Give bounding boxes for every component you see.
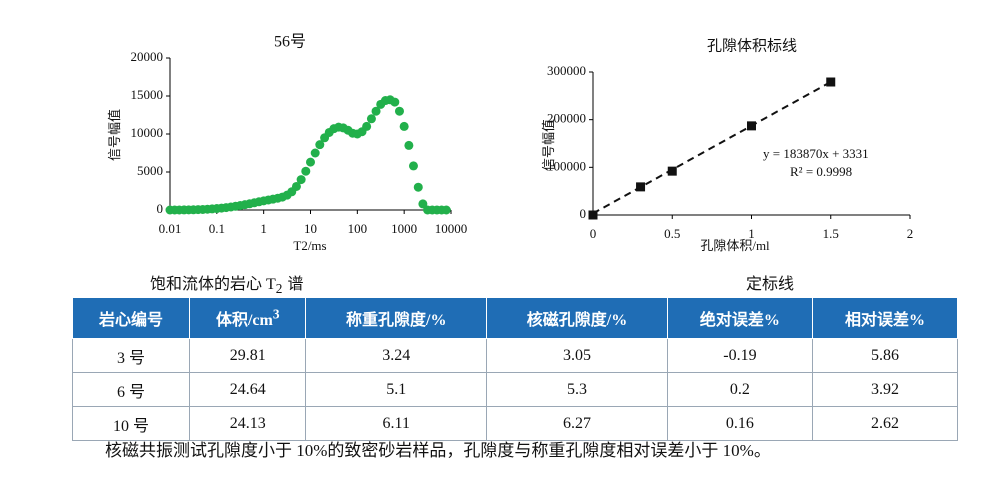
table-cell: 2.62 bbox=[811, 406, 959, 441]
caption: 饱和流体的岩心 T2 谱 bbox=[150, 270, 303, 297]
table-cell: 5.1 bbox=[305, 372, 488, 407]
table-cell: 29.81 bbox=[189, 338, 307, 373]
table-cell: 6.11 bbox=[305, 406, 488, 441]
header-cell: 岩心编号 bbox=[71, 297, 191, 339]
marker bbox=[667, 166, 677, 176]
marker bbox=[408, 161, 418, 171]
x-label: T2/ms bbox=[293, 238, 326, 253]
y-tick-label: 10000 bbox=[131, 125, 164, 140]
table-cell: 0.16 bbox=[666, 406, 813, 441]
x-tick-label: 0.01 bbox=[159, 221, 182, 236]
x-tick-label: 0 bbox=[590, 226, 597, 241]
marker bbox=[394, 106, 404, 116]
header-cell: 体积/cm3 bbox=[189, 297, 307, 339]
marker bbox=[296, 175, 306, 185]
table-cell: 6.27 bbox=[486, 406, 668, 441]
trend-equation: y = 183870x + 3331 bbox=[763, 146, 869, 161]
header-cell: 相对误差% bbox=[811, 297, 959, 339]
table-cell: 3 号 bbox=[71, 338, 191, 373]
x-tick-label: 1 bbox=[748, 226, 755, 241]
header-cell: 核磁孔隙度/% bbox=[486, 297, 668, 339]
table-row: 3 号 29.81 3.24 3.05 -0.19 5.86 bbox=[71, 338, 959, 373]
footer-text: 核磁共振测试孔隙度小于 10%的致密砂岩样品，孔隙度与称重孔隙度相对误差小于 1… bbox=[105, 441, 771, 460]
marker bbox=[413, 182, 423, 192]
marker bbox=[636, 182, 646, 192]
x-tick-label: 0.5 bbox=[664, 226, 680, 241]
header-row: 岩心编号 体积/cm3 称重孔隙度/% 核磁孔隙度/% 绝对误差% 相对误差% bbox=[71, 297, 959, 339]
table-cell: 5.3 bbox=[486, 372, 668, 407]
y-tick-label: 20000 bbox=[131, 49, 164, 64]
marker bbox=[306, 157, 315, 167]
t2-chart: 56号 T2/ms 信号幅值 0 5000 10000 15000 20000 0.01 0… bbox=[107, 33, 468, 253]
caption-text: 饱和流体的岩心 T bbox=[150, 276, 276, 293]
marker bbox=[826, 77, 836, 87]
marker bbox=[418, 199, 428, 209]
x-tick-label: 100 bbox=[348, 221, 368, 236]
y-tick-label: 200000 bbox=[547, 111, 586, 126]
table-row: 6 号 24.64 5.1 5.3 0.2 3.92 bbox=[71, 372, 959, 407]
y-tick-label: 5000 bbox=[137, 163, 163, 178]
y-tick-label: 0 bbox=[157, 201, 164, 216]
header-cell: 称重孔隙度/% bbox=[305, 297, 488, 339]
header-cell: 绝对误差% bbox=[666, 297, 813, 339]
x-tick-label: 10000 bbox=[435, 221, 468, 236]
marker bbox=[301, 166, 311, 176]
table-cell: 10 号 bbox=[71, 406, 191, 441]
x-tick-label: 10 bbox=[304, 221, 317, 236]
x-tick-label: 1 bbox=[260, 221, 267, 236]
marker bbox=[390, 97, 400, 107]
x-tick-label: 1000 bbox=[391, 221, 417, 236]
table-cell: 5.86 bbox=[811, 338, 959, 373]
results-table: 岩心编号 体积/cm3 称重孔隙度/% 核磁孔隙度/% 绝对误差% 相对误差% 3 号 29… bbox=[71, 297, 959, 441]
trend-r2: R² = 0.9998 bbox=[790, 164, 852, 179]
y-label: 信号幅值 bbox=[541, 119, 556, 171]
marker bbox=[404, 140, 414, 150]
table-cell: 6 号 bbox=[71, 372, 191, 407]
caption-tail: 谱 bbox=[287, 276, 304, 293]
x-label: 孔隙体积/ml bbox=[700, 238, 770, 253]
caption: 定标线 bbox=[746, 276, 795, 293]
table-cell: 3.24 bbox=[305, 338, 488, 373]
marker bbox=[399, 121, 409, 131]
x-tick-label: 0.1 bbox=[209, 221, 225, 236]
marker bbox=[362, 121, 372, 131]
table-cell: 3.92 bbox=[811, 372, 959, 407]
x-tick-label: 1.5 bbox=[823, 226, 839, 241]
y-tick-label: 15000 bbox=[131, 87, 164, 102]
chart-title: 孔隙体积标线 bbox=[707, 37, 797, 54]
marker bbox=[291, 181, 301, 191]
caption-sub: 2 bbox=[275, 281, 283, 297]
header-text: 体积/cm bbox=[215, 312, 273, 329]
y-tick-label: 0 bbox=[580, 206, 587, 221]
table-cell: 24.64 bbox=[189, 372, 307, 407]
marker bbox=[441, 205, 451, 215]
y-tick-label: 300000 bbox=[547, 63, 586, 78]
table-body: 3 号 29.81 3.24 3.05 -0.19 5.86 6 号 24.64 5.1 5.3 0… bbox=[71, 338, 959, 441]
x-tick-label: 2 bbox=[907, 226, 914, 241]
marker bbox=[747, 121, 756, 131]
marker bbox=[366, 114, 376, 124]
table-cell: 24.13 bbox=[189, 406, 307, 441]
table-cell: 3.05 bbox=[486, 338, 668, 373]
chart-title: 56号 bbox=[274, 33, 306, 51]
header-sup: 3 bbox=[272, 306, 280, 322]
trendline bbox=[592, 81, 832, 215]
table-cell: -0.19 bbox=[666, 338, 813, 373]
marker bbox=[310, 148, 320, 158]
marker bbox=[315, 140, 325, 150]
table-cell: 0.2 bbox=[666, 372, 813, 407]
marker bbox=[588, 210, 598, 220]
y-label: 信号幅值 bbox=[107, 109, 122, 161]
marker bbox=[371, 106, 381, 116]
calibration-chart: 孔隙体积标线 孔隙体积/ml 信号幅值 y = 183870x + 3331 R… bbox=[541, 37, 914, 253]
y-tick-label: 100000 bbox=[547, 158, 586, 173]
table-row: 10 号 24.13 6.11 6.27 0.16 2.62 bbox=[71, 406, 959, 441]
